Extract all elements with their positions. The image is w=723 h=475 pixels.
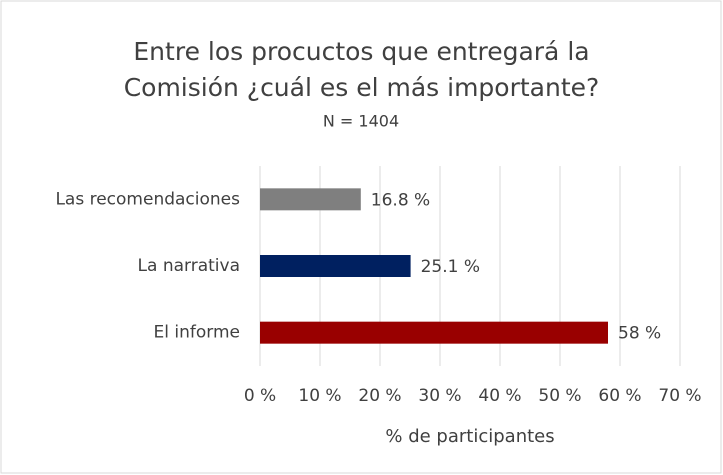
- y-tick-label: Las recomendaciones: [55, 189, 240, 209]
- chart-subtitle: N = 1404: [323, 112, 399, 131]
- value-label: 16.8 %: [371, 190, 430, 210]
- y-tick-label: El informe: [154, 323, 240, 343]
- x-tick-label: 20 %: [358, 386, 401, 406]
- bar: [260, 321, 608, 344]
- bar: [260, 188, 361, 211]
- x-tick-label: 30 %: [418, 386, 461, 406]
- x-tick-label: 60 %: [598, 386, 641, 406]
- x-axis-label: % de participantes: [385, 426, 554, 447]
- y-tick-label: La narrativa: [138, 256, 240, 276]
- value-label: 25.1 %: [421, 257, 480, 277]
- x-tick-label: 50 %: [538, 386, 581, 406]
- value-label: 58 %: [618, 324, 661, 344]
- x-tick-label: 40 %: [478, 386, 521, 406]
- x-tick-label: 70 %: [658, 386, 701, 406]
- chart-title: Entre los procuctos que entregará la Com…: [123, 37, 600, 102]
- bar: [260, 255, 411, 277]
- x-tick-label: 0 %: [244, 386, 276, 406]
- x-tick-label: 10 %: [298, 386, 341, 406]
